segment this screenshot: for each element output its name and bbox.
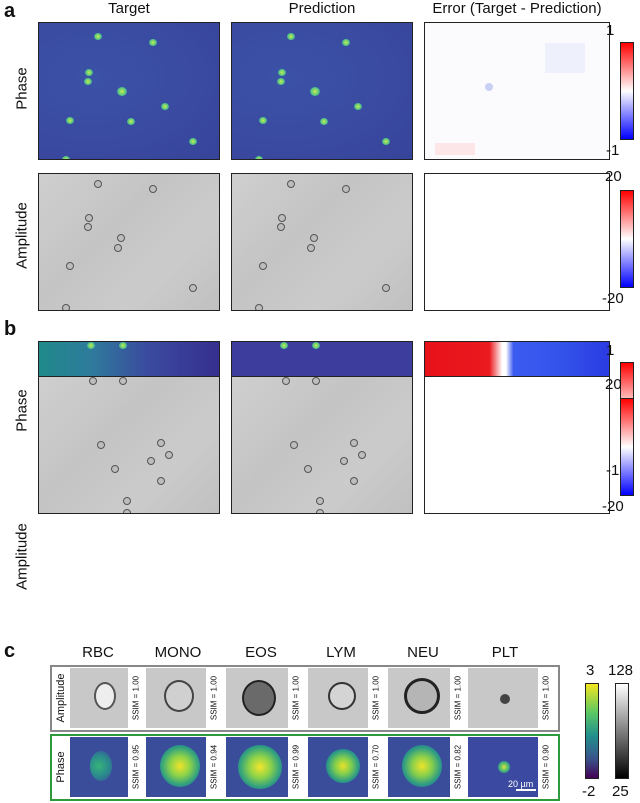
image-b-amplitude-target bbox=[38, 376, 220, 514]
ssim-phase-plt: SSIM = 0.90 bbox=[538, 737, 554, 797]
colorbar-c-amplitude bbox=[615, 683, 629, 779]
image-b-amplitude-error bbox=[424, 376, 610, 514]
row-label-amplitude-b: Amplitude bbox=[13, 523, 31, 590]
image-a-phase-error bbox=[424, 22, 610, 160]
ssim-amp-rbc: SSIM = 1.00 bbox=[128, 668, 144, 728]
cell-title-mono: MONO bbox=[154, 644, 202, 661]
column-title-error: Error (Target - Prediction) bbox=[432, 0, 602, 17]
phase-tile-plt: 20 µm bbox=[468, 737, 540, 797]
colorbar-c-amplitude-max: 128 bbox=[608, 662, 634, 679]
row-label-phase-b: Phase bbox=[13, 389, 31, 432]
colorbar-b-phase-min: -1 bbox=[606, 462, 620, 479]
amp-tile-plt bbox=[468, 668, 542, 728]
ssim-phase-neu: SSIM = 0.82 bbox=[450, 737, 466, 797]
image-a-phase-target bbox=[38, 22, 220, 160]
ssim-amp-plt: SSIM = 1.00 bbox=[538, 668, 554, 728]
cell-title-lym: LYM bbox=[326, 644, 356, 661]
row-label-amplitude-a: Amplitude bbox=[13, 202, 31, 269]
amp-tile-neu bbox=[388, 668, 462, 728]
column-title-prediction: Prediction bbox=[288, 0, 356, 17]
image-a-phase-prediction bbox=[231, 22, 413, 160]
scale-bar bbox=[516, 789, 536, 791]
column-title-target: Target bbox=[108, 0, 150, 17]
ssim-phase-mono: SSIM = 0.94 bbox=[206, 737, 222, 797]
colorbar-c-amplitude-min: 25 bbox=[612, 783, 629, 800]
cell-title-eos: EOS bbox=[245, 644, 277, 661]
image-a-amplitude-error bbox=[424, 173, 610, 311]
phase-tile-eos bbox=[226, 737, 300, 797]
ssim-phase-eos: SSIM = 0.99 bbox=[288, 737, 304, 797]
ssim-amp-eos: SSIM = 1.00 bbox=[288, 668, 304, 728]
colorbar-a-amplitude-min: -20 bbox=[602, 290, 624, 307]
cell-title-neu: NEU bbox=[407, 644, 439, 661]
ssim-amp-neu: SSIM = 1.00 bbox=[450, 668, 466, 728]
ssim-phase-lym: SSIM = 0.70 bbox=[368, 737, 384, 797]
ssim-amp-lym: SSIM = 1.00 bbox=[368, 668, 384, 728]
colorbar-a-amplitude bbox=[620, 190, 634, 288]
ssim-amp-mono: SSIM = 1.00 bbox=[206, 668, 222, 728]
colorbar-b-phase-max: 1 bbox=[606, 342, 615, 359]
panel-letter-a: a bbox=[4, 0, 16, 22]
panel-letter-b: b bbox=[4, 318, 17, 340]
c-row-label-amplitude: Amplitude bbox=[53, 668, 69, 728]
colorbar-a-amplitude-max: 20 bbox=[605, 168, 622, 185]
colorbar-a-phase-max: 1 bbox=[606, 22, 615, 39]
colorbar-b-amplitude-min: -20 bbox=[602, 498, 624, 515]
phase-row-frame bbox=[50, 734, 560, 801]
colorbar-a-phase-min: -1 bbox=[606, 142, 620, 159]
amplitude-row-frame bbox=[50, 665, 560, 732]
row-label-phase-a: Phase bbox=[13, 67, 31, 110]
panel-letter-c: c bbox=[4, 640, 16, 662]
c-row-label-phase: Phase bbox=[53, 737, 69, 797]
image-a-amplitude-target bbox=[38, 173, 220, 311]
colorbar-c-phase-max: 3 bbox=[586, 662, 595, 679]
colorbar-a-phase bbox=[620, 42, 634, 140]
image-b-amplitude-prediction bbox=[231, 376, 413, 514]
colorbar-c-phase bbox=[585, 683, 599, 779]
colorbar-c-phase-min: -2 bbox=[582, 783, 596, 800]
cell-title-rbc: RBC bbox=[82, 644, 114, 661]
colorbar-b-amplitude bbox=[620, 398, 634, 496]
colorbar-b-amplitude-max: 20 bbox=[605, 376, 622, 393]
scale-bar-label: 20 µm bbox=[508, 779, 534, 789]
phase-tile-neu bbox=[388, 737, 462, 797]
cell-title-plt: PLT bbox=[491, 644, 519, 661]
amp-tile-eos bbox=[226, 668, 300, 728]
image-a-amplitude-prediction bbox=[231, 173, 413, 311]
ssim-phase-rbc: SSIM = 0.95 bbox=[128, 737, 144, 797]
